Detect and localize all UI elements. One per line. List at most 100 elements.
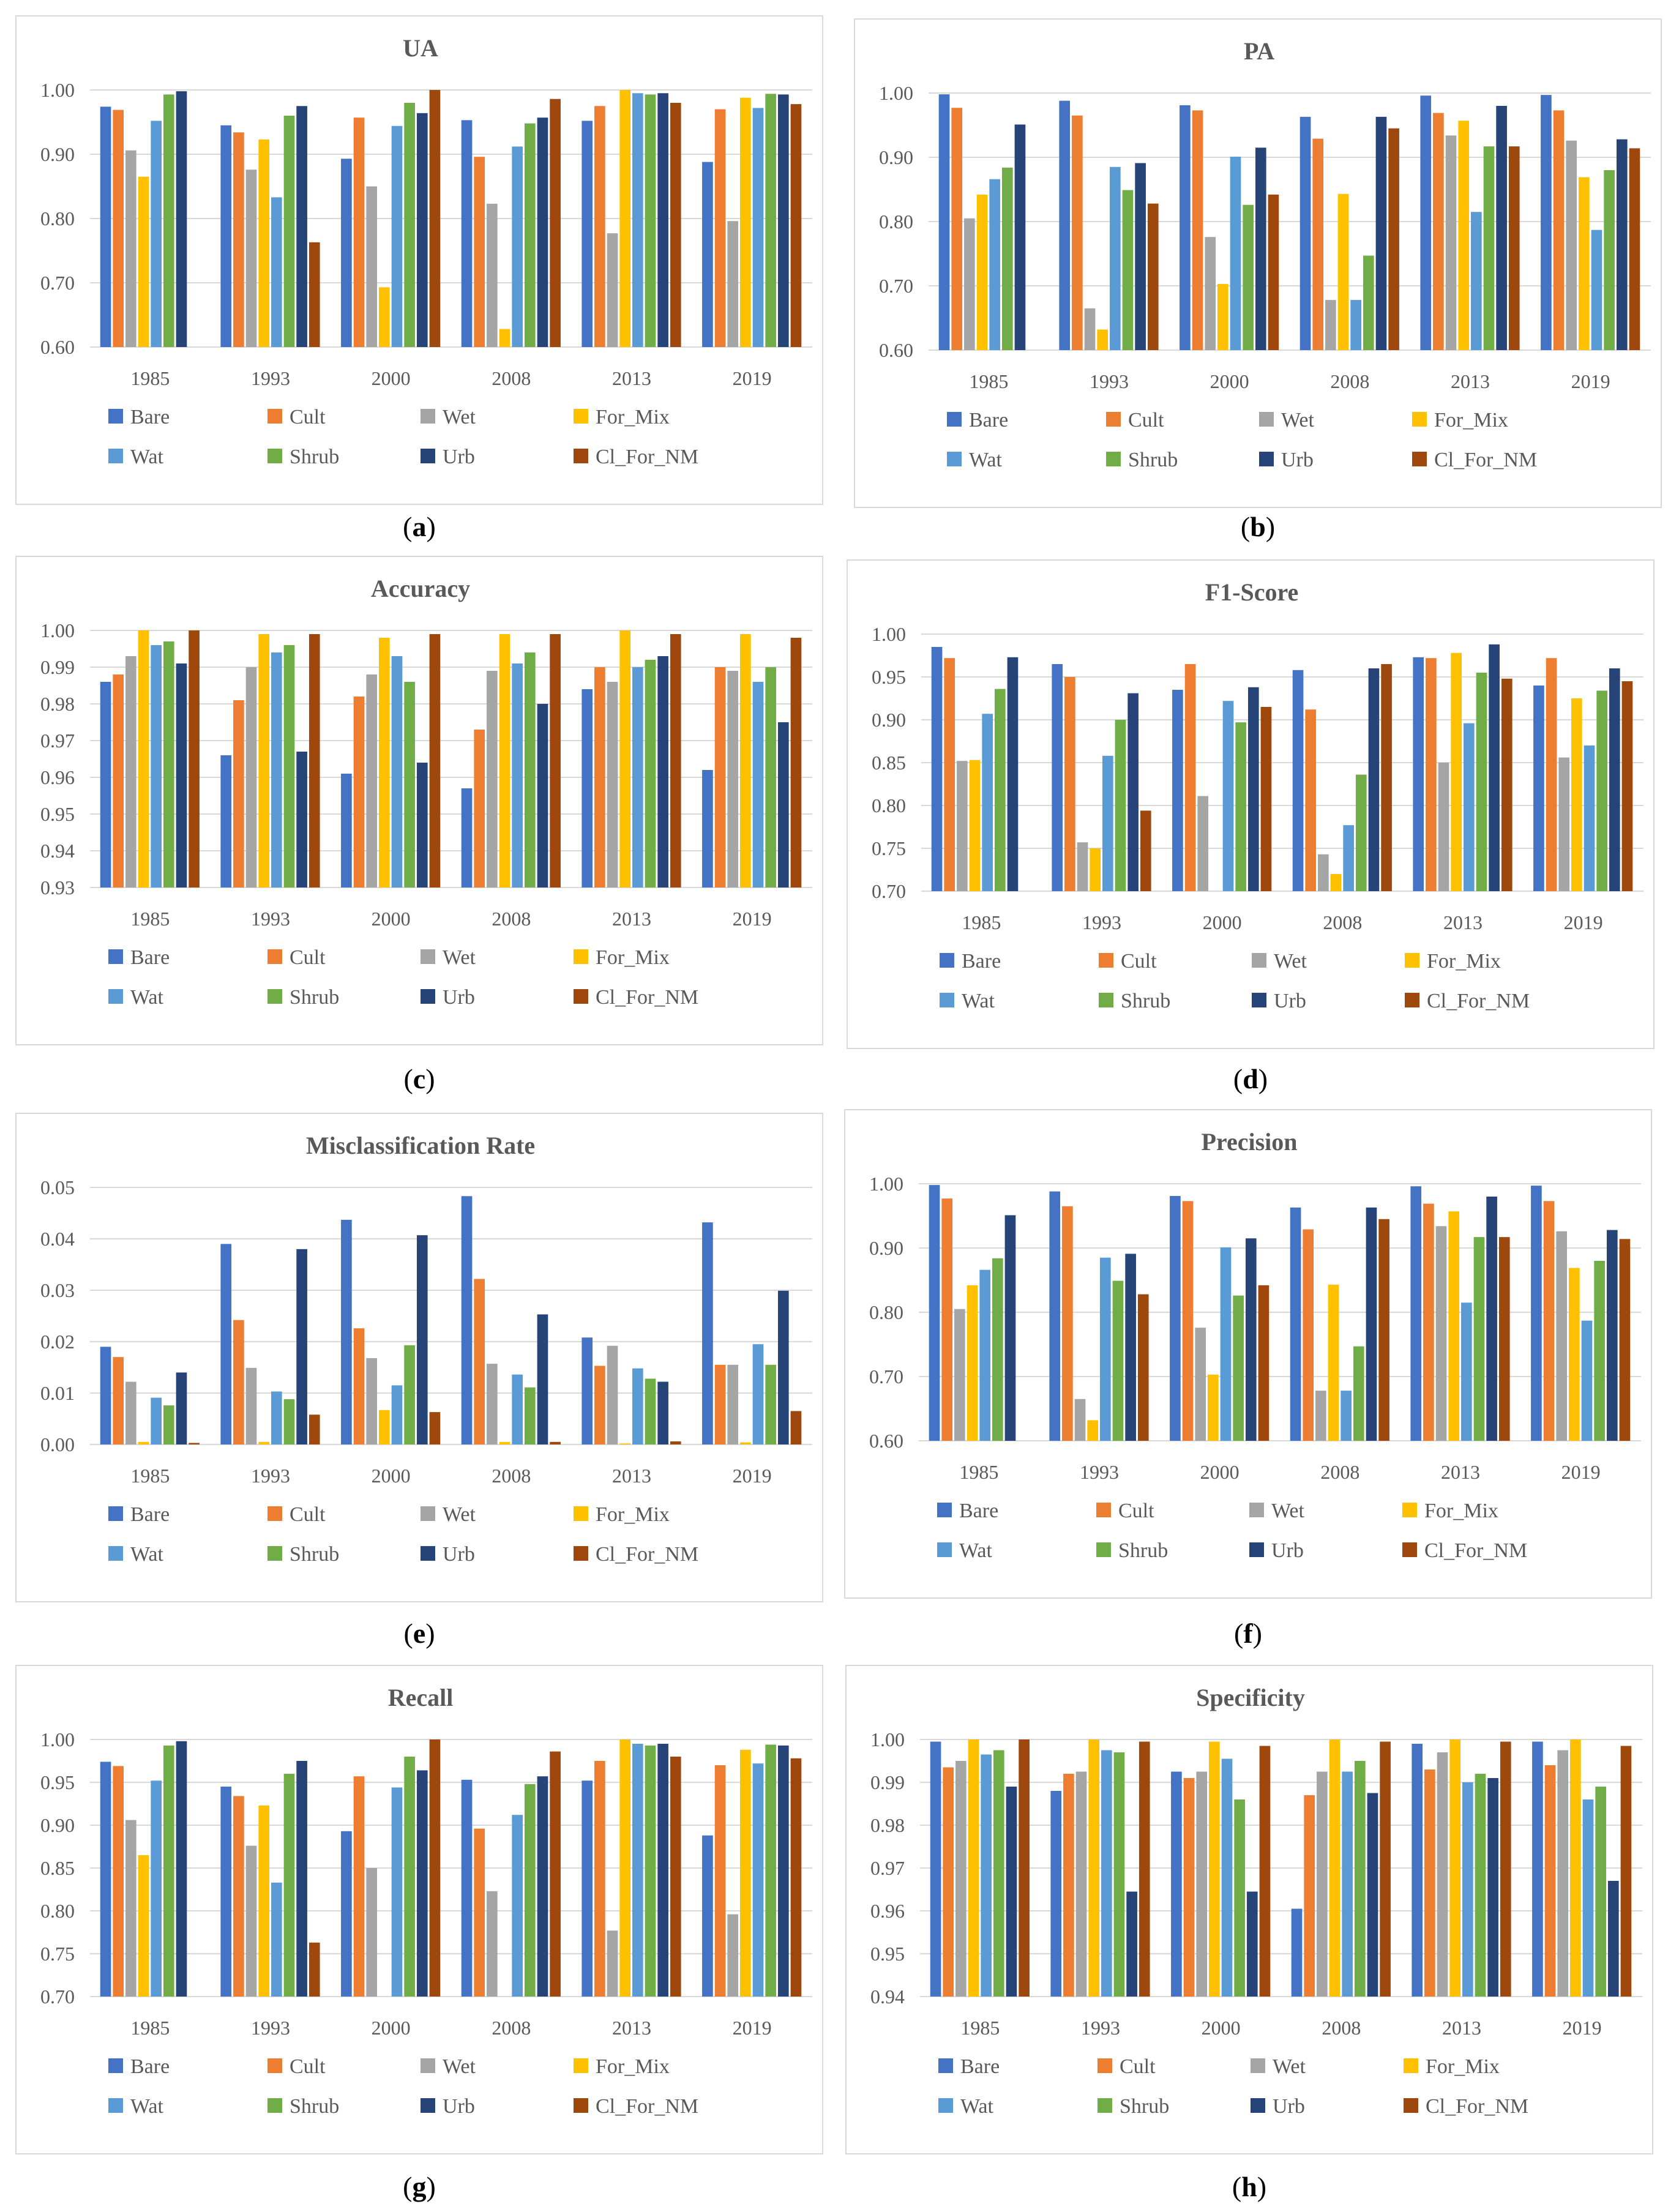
legend-swatch-d-bare — [940, 953, 954, 968]
x-tick-label-d: 2019 — [1564, 911, 1603, 933]
y-tick-label-c: 0.96 — [40, 766, 75, 788]
bar-b-cult-2008 — [1312, 138, 1324, 351]
bar-h-urb-2000 — [1246, 1891, 1258, 1997]
bar-f-wat-2008 — [1341, 1391, 1352, 1441]
y-tick-label-e: 0.00 — [40, 1433, 75, 1455]
bar-d-for-mix-2019 — [1571, 698, 1582, 891]
bar-d-cl-for-nm-2008 — [1381, 664, 1392, 891]
legend-label-g-for-mix: For_Mix — [596, 2055, 670, 2078]
bar-f-wat-2000 — [1220, 1247, 1232, 1441]
bar-a-cl-for-nm-2008 — [550, 99, 561, 347]
bar-f-cult-2008 — [1303, 1229, 1314, 1441]
chart-title-a: UA — [403, 34, 438, 62]
bar-b-shrub-2008 — [1363, 255, 1374, 350]
bar-f-bare-2013 — [1410, 1186, 1422, 1441]
chart-title-h: Specificity — [1196, 1684, 1305, 1711]
bar-f-for-mix-2000 — [1208, 1374, 1219, 1441]
legend-swatch-g-wat — [108, 2098, 123, 2113]
caption-letter-a: a — [412, 511, 427, 542]
chart-b: PA 0.60 0.70 0.80 0.90 1.00 1985 1993 2000 2008 20… — [879, 37, 1651, 471]
bar-c-bare-1993 — [220, 755, 232, 887]
legend-label-d-urb: Urb — [1274, 990, 1306, 1012]
bar-h-wat-1993 — [1101, 1750, 1112, 1997]
legend-label-h-cl-for-nm: Cl_For_NM — [1426, 2095, 1528, 2118]
bar-g-for-mix-1993 — [258, 1805, 269, 1997]
bar-a-cult-2019 — [714, 109, 726, 347]
legend-label-b-wat: Wat — [969, 449, 1002, 471]
bar-a-urb-1985 — [176, 91, 187, 347]
caption-g: (g) — [403, 2171, 436, 2202]
bar-b-bare-2008 — [1299, 116, 1311, 350]
bar-d-wat-2019 — [1584, 745, 1595, 891]
y-tick-label-g: 0.85 — [40, 1857, 75, 1879]
legend-swatch-d-cult — [1099, 953, 1113, 968]
bar-g-bare-2008 — [461, 1779, 473, 1997]
legend-label-f-urb: Urb — [1271, 1539, 1304, 1562]
legend-label-g-bare: Bare — [130, 2055, 170, 2078]
bar-g-shrub-2019 — [765, 1744, 776, 1997]
y-tick-label-e: 0.03 — [40, 1279, 75, 1301]
bar-d-for-mix-2013 — [1451, 652, 1462, 891]
bar-a-cult-1993 — [233, 132, 244, 348]
x-tick-label-g: 2013 — [612, 2017, 651, 2039]
bar-f-cl-for-nm-2000 — [1258, 1285, 1270, 1441]
bar-c-cult-2013 — [594, 667, 605, 887]
legend-label-d-wet: Wet — [1274, 950, 1307, 973]
bar-a-urb-1993 — [296, 106, 307, 347]
bar-g-cl-for-nm-1993 — [309, 1942, 320, 1997]
bar-a-cl-for-nm-2013 — [670, 103, 681, 347]
bar-c-cult-1993 — [233, 700, 244, 887]
bar-c-wet-2019 — [727, 671, 739, 887]
bar-g-cult-1993 — [233, 1796, 244, 1997]
bar-g-cl-for-nm-2013 — [670, 1757, 681, 1997]
bar-h-wet-1985 — [955, 1761, 967, 1997]
bar-e-shrub-2019 — [765, 1364, 776, 1444]
bar-g-urb-2008 — [537, 1776, 548, 1997]
chart-title-f: Precision — [1201, 1128, 1297, 1156]
bar-e-for-mix-1985 — [138, 1441, 149, 1444]
bar-a-wat-2008 — [512, 146, 523, 347]
bar-c-bare-2013 — [581, 689, 593, 887]
x-tick-label-d: 2008 — [1323, 911, 1362, 933]
x-tick-label-e: 2019 — [733, 1465, 772, 1487]
x-tick-label-b: 1985 — [969, 370, 1008, 392]
bar-b-cl-for-nm-2000 — [1268, 194, 1279, 350]
bar-b-urb-2019 — [1616, 139, 1628, 350]
legend-label-a-for-mix: For_Mix — [596, 406, 670, 428]
panel-f: Precision 0.60 0.70 0.80 0.90 1.00 1985 1993 200… — [844, 1109, 1652, 1599]
bar-g-cl-for-nm-2019 — [790, 1758, 802, 1997]
x-tick-label-b: 2008 — [1330, 370, 1369, 392]
legend-swatch-c-for-mix — [574, 949, 588, 964]
bar-f-for-mix-2008 — [1328, 1284, 1339, 1441]
legend-label-c-bare: Bare — [130, 946, 170, 969]
caption-b: (b) — [1240, 511, 1276, 542]
chart-title-c: Accuracy — [371, 575, 470, 602]
bar-b-shrub-1993 — [1122, 190, 1134, 350]
chart-title-e: Misclassification Rate — [306, 1132, 535, 1159]
legend-label-a-cult: Cult — [290, 406, 326, 428]
chart-f: Precision 0.60 0.70 0.80 0.90 1.00 1985 1993 200… — [869, 1128, 1641, 1562]
legend-swatch-h-cl-for-nm — [1404, 2098, 1418, 2113]
bar-d-shrub-2013 — [1476, 673, 1487, 891]
y-tick-label-a: 0.60 — [40, 336, 75, 358]
legend-label-e-urb: Urb — [443, 1543, 475, 1566]
panel-h: Specificity 0.94 0.95 0.96 0.97 0.98 0.99 1.00 1… — [845, 1665, 1653, 2154]
x-tick-label-g: 1985 — [130, 2017, 170, 2039]
x-tick-label-g: 2008 — [492, 2017, 531, 2039]
legend-swatch-f-shrub — [1096, 1542, 1111, 1557]
bar-h-shrub-2000 — [1234, 1799, 1245, 1997]
bar-a-wet-2019 — [727, 221, 739, 347]
bar-c-shrub-2013 — [645, 660, 656, 887]
bar-h-cl-for-nm-1993 — [1139, 1741, 1150, 1997]
bar-f-shrub-1985 — [992, 1258, 1003, 1441]
y-tick-label-b: 0.60 — [879, 339, 913, 361]
x-tick-label-g: 2019 — [733, 2017, 772, 2039]
bar-e-urb-2008 — [537, 1314, 548, 1444]
chart-h: Specificity 0.94 0.95 0.96 0.97 0.98 0.99 1.00 1… — [870, 1684, 1642, 2118]
panel-d: F1-Score 0.70 0.75 0.80 0.85 0.90 0.95 1.00 1985… — [847, 559, 1655, 1049]
bar-c-bare-2000 — [341, 774, 352, 887]
legend-label-c-wet: Wet — [443, 946, 476, 969]
bar-e-wat-1993 — [271, 1391, 282, 1444]
bar-f-wat-1993 — [1100, 1257, 1111, 1441]
legend-swatch-b-wet — [1259, 412, 1274, 427]
